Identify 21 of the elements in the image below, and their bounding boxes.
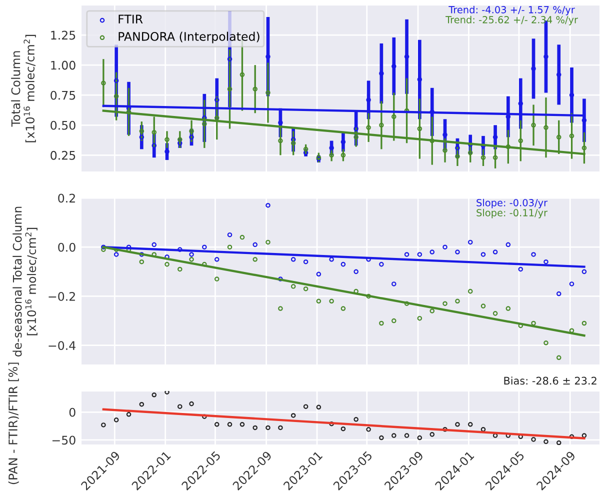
y-tick-label: −0.2 <box>48 292 75 301</box>
y-tick-label: 0.25 <box>50 150 76 160</box>
y-tick-label: 0.2 <box>58 194 75 203</box>
y-tick-label: −50 <box>52 436 76 445</box>
y-tick-label: 0 <box>69 408 76 417</box>
y-tick-label: 0.75 <box>50 90 76 100</box>
text: Bias: -28.6 ± 23.2 <box>504 376 596 385</box>
y-tick-label: −0.4 <box>48 341 76 350</box>
y-axis-title: Total Column [x10$^{16}$ molec/cm$^{2}$] <box>11 34 36 142</box>
y-tick-label: 0.0 <box>58 242 76 252</box>
legend-label: PANDORA (Interpolated) <box>118 32 260 44</box>
annotation: Slope: -0.11/yr <box>476 208 548 218</box>
y-tick-label: 0.50 <box>50 120 76 130</box>
y-tick-label: 1.00 <box>51 60 76 70</box>
annotation: Trend: -25.62 +/- 2.34 %/yr <box>446 16 578 26</box>
legend-label: FTIR <box>118 14 143 24</box>
y-tick-label: 1.25 <box>51 30 76 40</box>
y-axis-title: (PAN - FTIR)/FTIR [%] <box>8 362 19 484</box>
annotation: Trend: -4.03 +/- 1.57 %/yr <box>448 6 575 16</box>
y-axis-title: de-seasonal Total Column [x10$^{16}$ molec/cm$^{2}$] <box>12 206 38 357</box>
annotation: Slope: -0.03/yr <box>476 198 548 208</box>
